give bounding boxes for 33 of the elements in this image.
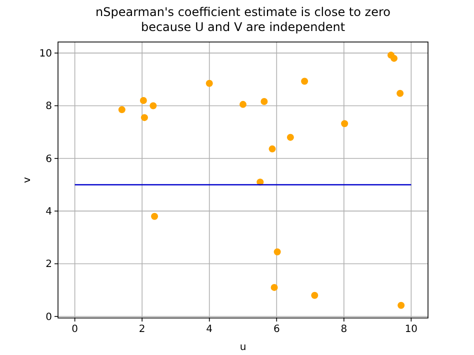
- x-tick-label: 8: [340, 324, 348, 335]
- point: [260, 98, 268, 106]
- chart-title: nSpearman's coefficient estimate is close to zero because U and V are independent: [96, 5, 390, 34]
- point: [286, 134, 294, 141]
- point: [396, 90, 404, 97]
- x-tick-label: 6: [273, 324, 280, 335]
- x-axis-title: u: [240, 342, 246, 353]
- x-tick-label: 10: [404, 324, 418, 335]
- point: [268, 145, 276, 152]
- y-tick-label: 8: [46, 101, 52, 112]
- x-tick-label: 4: [206, 324, 213, 335]
- y-tick-label: 10: [39, 48, 52, 60]
- point: [301, 78, 308, 85]
- point: [206, 80, 213, 87]
- point: [140, 114, 148, 122]
- point: [390, 54, 398, 62]
- point: [398, 302, 405, 309]
- y-tick-label: 6: [46, 154, 52, 165]
- point: [270, 284, 278, 291]
- y-tick-label: 0: [46, 312, 52, 323]
- point: [118, 106, 126, 114]
- point: [140, 96, 147, 104]
- y-tick-label: 4: [46, 206, 52, 218]
- point: [151, 212, 158, 220]
- point: [341, 120, 348, 128]
- point: [274, 248, 281, 256]
- point: [240, 100, 246, 108]
- point: [150, 102, 157, 110]
- x-tick-label: 2: [138, 324, 146, 335]
- y-tick-label: 2: [46, 259, 52, 270]
- x-tick-label: 0: [72, 324, 78, 335]
- y-axis-title: v: [22, 176, 33, 183]
- point: [311, 292, 318, 299]
